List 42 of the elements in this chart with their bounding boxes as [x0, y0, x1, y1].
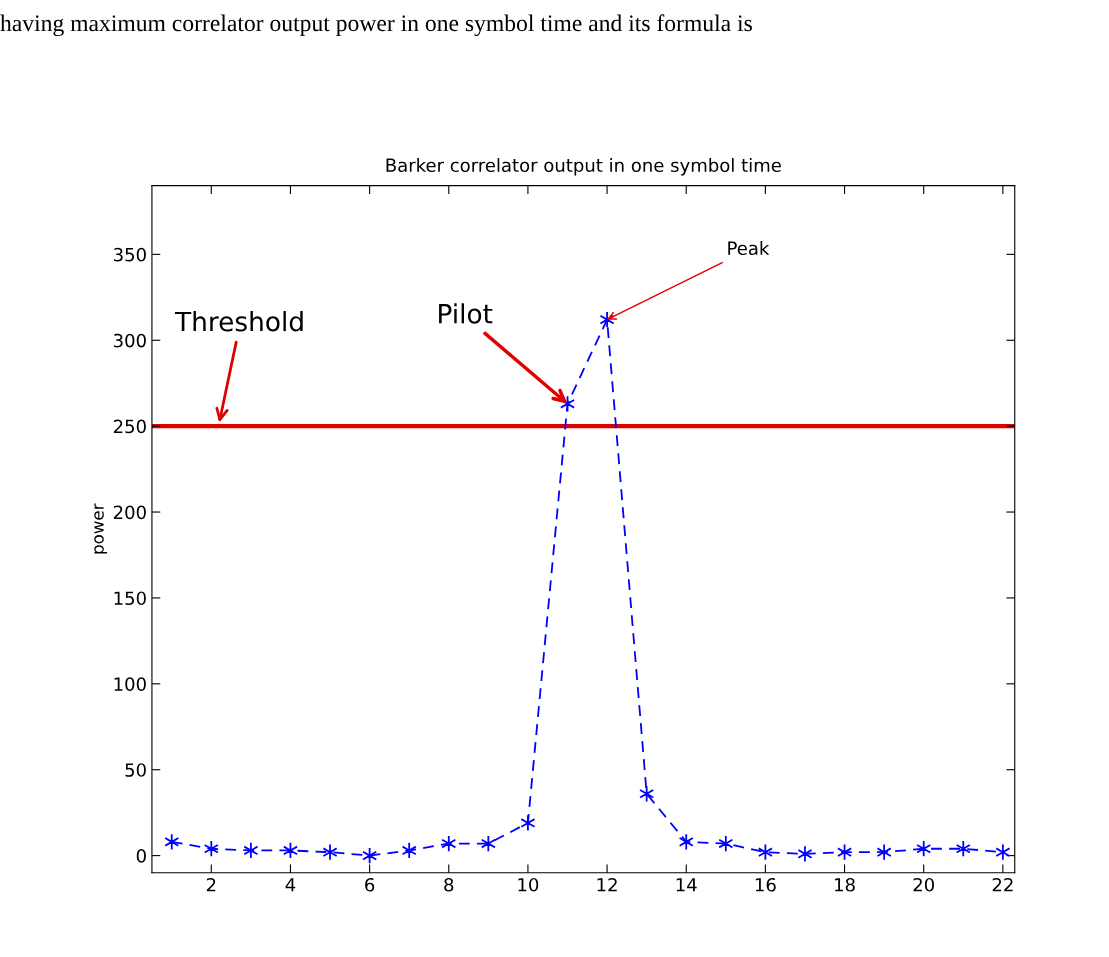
x-tick-label: 18	[835, 877, 855, 892]
point	[876, 843, 892, 861]
point	[757, 843, 773, 861]
point	[203, 840, 219, 858]
y-tick-label: 0	[136, 849, 146, 863]
x-tick-label: 16	[755, 877, 776, 892]
y-tick-label: 50	[125, 763, 146, 777]
x-tick-label: 14	[676, 878, 697, 892]
point	[995, 843, 1011, 861]
x-tick-label: 6	[365, 877, 375, 892]
x-tick-label: 20	[913, 877, 934, 892]
text: having maximum correlator output power in one symbol time and its formula is	[0, 14, 752, 37]
y-axis-title: power	[94, 503, 108, 554]
chart-title: Barker correlator output in one symbol time	[386, 158, 781, 176]
annotation: Pilot	[439, 303, 493, 324]
point	[164, 833, 180, 851]
y-tick-label: 350	[113, 247, 146, 262]
y-tick-label: 300	[113, 333, 146, 348]
x-tick-label: 2	[206, 877, 216, 892]
point	[401, 841, 417, 859]
x-tick-label: 22	[992, 877, 1013, 892]
point	[480, 835, 496, 853]
point	[955, 840, 971, 858]
y-tick-label: 100	[114, 677, 146, 691]
point	[678, 833, 694, 851]
point	[639, 785, 655, 803]
annotation: Peak	[728, 241, 770, 256]
x-tick-label: 8	[444, 877, 454, 892]
point	[718, 835, 734, 853]
y-tick-label: 150	[114, 591, 146, 606]
point	[520, 814, 536, 832]
x-tick-label: 12	[597, 877, 617, 892]
point	[797, 845, 813, 863]
annotation: Threshold	[174, 311, 303, 332]
point	[916, 840, 932, 858]
point	[362, 847, 378, 865]
point	[441, 835, 457, 853]
y-tick-label: 250	[113, 419, 146, 434]
x-tick-label: 10	[518, 877, 539, 892]
y-tick-label: 200	[113, 505, 146, 520]
x-tick-label: 4	[285, 878, 296, 892]
point	[243, 841, 259, 859]
